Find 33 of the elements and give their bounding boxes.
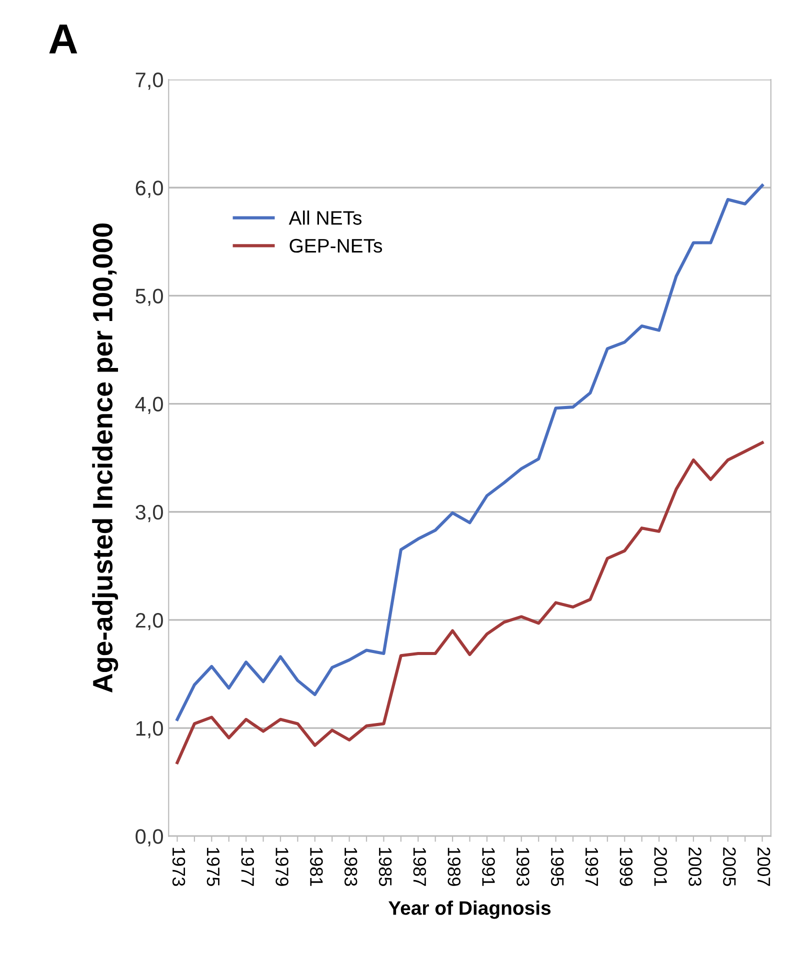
x-tick-label: 1985 [378,848,392,886]
x-tick-label: 1981 [310,848,323,886]
y-tick-label: 6,0 [136,180,163,198]
x-tick-label: 1999 [620,848,633,886]
x-tick-label: 2003 [688,847,702,886]
legend-label: All NETs [288,210,362,225]
line-series [176,184,764,721]
x-tick-label: 2005 [723,847,736,886]
y-axis-title: Age-adjusted Incidence per 100,000 [92,224,118,693]
y-tick-label: 0,0 [136,829,163,846]
legend-label: GEP-NETs [290,238,382,253]
x-tick-label: 1973 [172,848,186,886]
y-tick-label: 2,0 [136,612,163,630]
x-tick-label: 1983 [344,848,358,886]
y-tick-label: 7,0 [136,72,163,90]
y-tick-label: 5,0 [136,288,163,306]
x-tick-label: 1991 [482,848,495,886]
y-tick-label: 3,0 [136,504,163,522]
x-axis-title: Year of Diagnosis [388,900,551,919]
x-tick-label: 1995 [550,848,564,886]
x-tick-label: 1987 [413,848,426,886]
x-tick-label: 1993 [516,848,530,886]
x-tick-label: 1975 [206,848,220,886]
y-tick-label: 4,0 [135,396,163,414]
text: A [49,24,78,54]
x-tick-label: 2007 [757,847,770,886]
x-tick-label: 1997 [585,848,598,886]
x-tick-label: 1977 [241,848,254,886]
y-tick-label: 1,0 [136,721,163,738]
x-tick-label: 2001 [654,847,667,886]
x-tick-label: 1989 [448,848,460,886]
x-tick-label: 1979 [276,848,288,886]
line-series [176,441,764,764]
